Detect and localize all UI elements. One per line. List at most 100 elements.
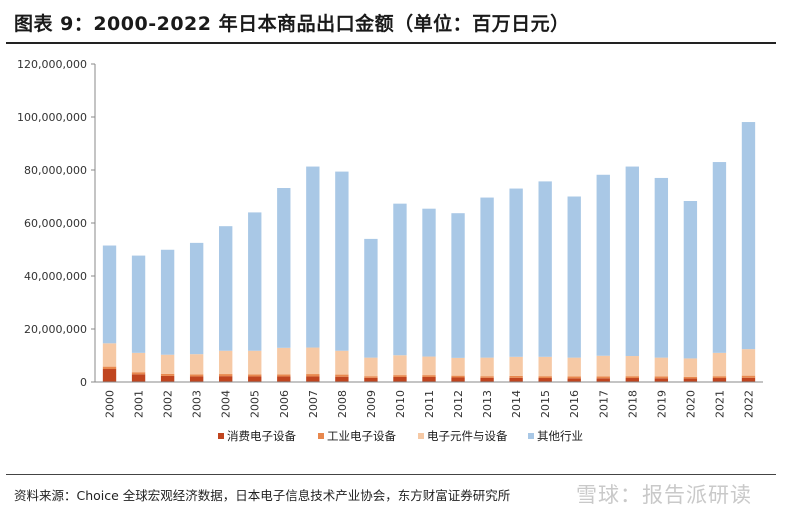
bar-segment <box>248 350 262 375</box>
bar-segment <box>131 352 146 373</box>
bar-segment <box>160 354 175 374</box>
y-tick-label: 80,000,000 <box>24 164 87 177</box>
bar-segment <box>364 357 378 377</box>
bar-segment <box>160 249 175 355</box>
bar-segment <box>480 197 494 358</box>
bar-segment <box>102 366 117 370</box>
legend-swatch <box>218 433 224 439</box>
watermark: 雪球：报告派研读 <box>576 483 752 507</box>
y-tick-label: 100,000,000 <box>17 111 87 124</box>
bar-segment <box>451 357 465 376</box>
stacked-bar-chart: 0 20,000,000 40,000,000 60,000,000 80,000,00… <box>17 58 763 443</box>
bar-segment <box>451 213 465 358</box>
x-tick-label: 2022 <box>742 390 755 418</box>
chart-title: 图表 9：2000-2022 年日本商品出口金额（单位：百万日元） <box>14 13 570 35</box>
x-tick-label: 2002 <box>162 390 175 418</box>
bar-segment <box>712 376 727 379</box>
bar-segment <box>741 375 756 378</box>
bar-segment <box>683 201 698 359</box>
bar-segment <box>683 376 698 379</box>
bar-segment <box>712 352 727 377</box>
y-axis: 0 20,000,000 40,000,000 60,000,000 80,000,00… <box>17 58 96 389</box>
bar-segment <box>131 372 146 375</box>
bar-segment <box>451 377 465 382</box>
bar-segment <box>306 374 320 377</box>
bar-segment <box>131 255 146 353</box>
legend-swatch <box>418 433 424 439</box>
bar-segment <box>393 375 407 377</box>
bar-segment <box>393 376 407 382</box>
bar-segment <box>654 357 669 377</box>
bar-segment <box>567 376 581 379</box>
bar-segment <box>160 375 175 382</box>
bar-segment <box>102 369 117 382</box>
bar-segment <box>422 375 436 377</box>
bar-segment <box>306 347 320 375</box>
bar-segment <box>189 242 204 355</box>
bar-segment <box>654 376 669 379</box>
x-tick-label: 2009 <box>365 390 378 418</box>
bar-segment <box>654 177 669 358</box>
bar-segment <box>102 343 117 367</box>
y-tick-label: 0 <box>80 376 87 389</box>
bar-segment <box>364 376 378 378</box>
bar-segment <box>509 188 523 357</box>
title-bar: 图表 9：2000-2022 年日本商品出口金额（单位：百万日元） <box>6 0 776 44</box>
bar-segment <box>596 355 610 377</box>
bar-segment <box>364 238 378 358</box>
x-tick-label: 2007 <box>307 390 320 418</box>
bar-segment <box>625 376 639 379</box>
bar-segment <box>683 378 698 382</box>
source-bar: 资料来源：Choice 全球宏观经济数据，日本电子信息技术产业协会，东方财富证券… <box>6 474 776 511</box>
legend-label: 电子元件与设备 <box>427 429 508 443</box>
bar-segment <box>160 373 175 376</box>
bar-segment <box>306 166 320 348</box>
x-axis: 2000 2001 2002 2003 2004 2005 2006 2007 2008 2009… <box>95 381 763 418</box>
bar-segment <box>480 377 494 382</box>
bar-segment <box>480 357 494 377</box>
legend-swatch <box>528 433 534 439</box>
bar-segment <box>219 376 233 382</box>
x-tick-label: 2001 <box>133 390 146 418</box>
x-tick-label: 2010 <box>394 390 407 418</box>
bar-segment <box>219 350 233 375</box>
bar-segment <box>364 377 378 382</box>
bar-segment <box>509 377 523 382</box>
bar-segment <box>306 376 320 382</box>
x-tick-label: 2008 <box>336 390 349 418</box>
bar-segment <box>219 374 233 377</box>
legend-label: 消费电子设备 <box>227 429 296 443</box>
x-tick-label: 2020 <box>684 390 697 418</box>
bar-segment <box>741 377 756 382</box>
bar-segment <box>277 374 291 377</box>
bar-segment <box>625 356 639 377</box>
x-tick-label: 2017 <box>597 390 610 418</box>
bar-segment <box>567 196 581 358</box>
bar-segment <box>189 376 204 382</box>
legend: 消费电子设备 工业电子设备 电子元件与设备 其他行业 <box>218 429 583 443</box>
x-tick-label: 2014 <box>510 390 523 418</box>
bar-segment <box>538 356 552 377</box>
x-tick-label: 2019 <box>655 390 668 418</box>
bar-segment <box>683 358 698 377</box>
bar-segment <box>596 376 610 379</box>
bar-segment <box>741 349 756 376</box>
bar-segment <box>480 376 494 378</box>
bar-segment <box>335 350 349 375</box>
bar-segment <box>335 171 349 351</box>
bar-segment <box>189 354 204 375</box>
bar-segment <box>538 378 552 382</box>
legend-label: 工业电子设备 <box>327 429 396 443</box>
bar-segment <box>567 357 581 377</box>
bar-segment <box>422 208 436 357</box>
x-tick-label: 2016 <box>568 390 581 418</box>
bar-segment <box>131 374 146 382</box>
x-tick-label: 2000 <box>104 390 117 418</box>
bar-segment <box>451 375 465 378</box>
bar-segment <box>335 374 349 377</box>
bar-segment <box>422 376 436 382</box>
bar-segment <box>248 212 262 351</box>
bar-segment <box>277 376 291 382</box>
x-tick-label: 2021 <box>713 390 726 418</box>
bar-segment <box>335 376 349 382</box>
